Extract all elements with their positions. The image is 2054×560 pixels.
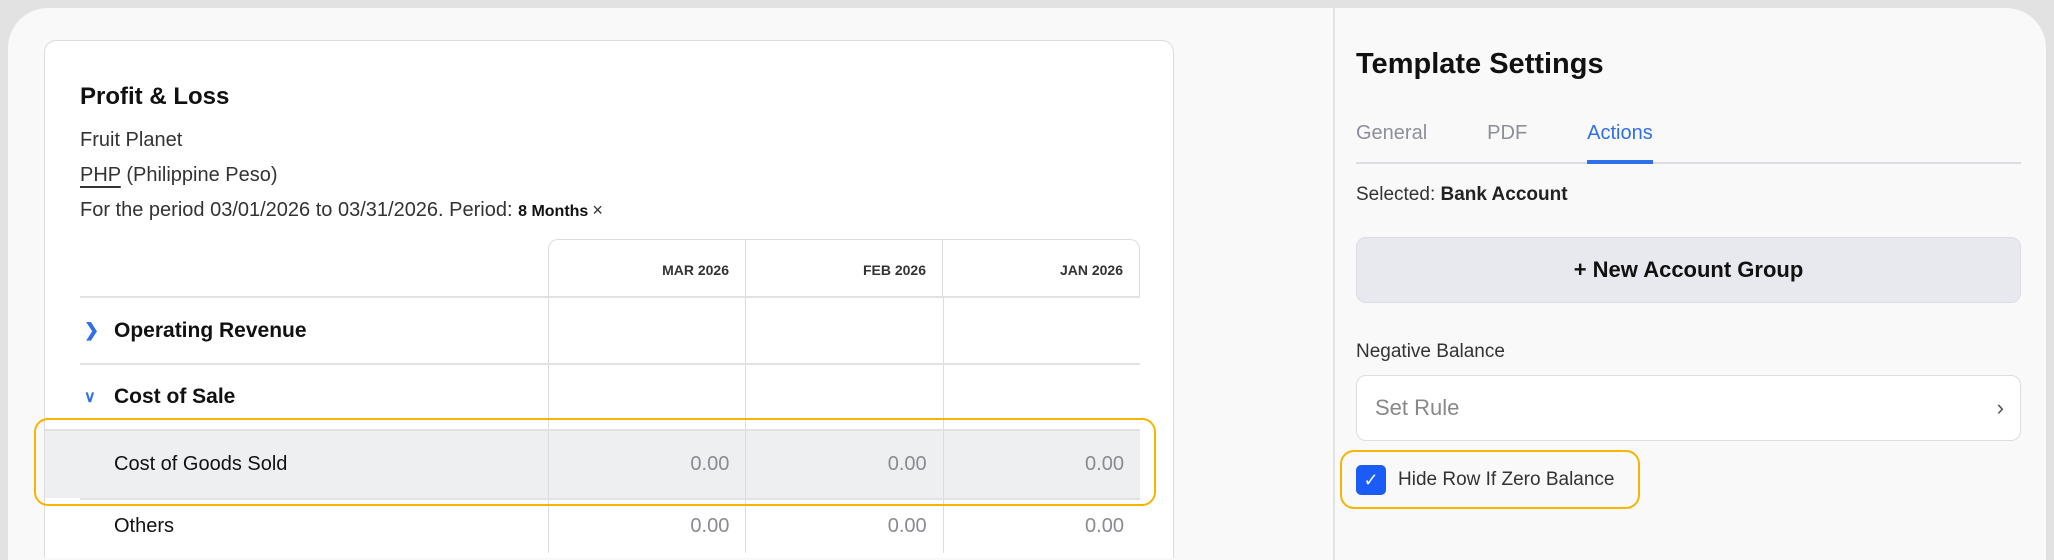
negative-balance-label: Negative Balance (1356, 341, 1505, 362)
cell (548, 298, 745, 363)
currency: PHP (Philippine Peso) (80, 164, 278, 187)
period-text: For the period 03/01/2026 to 03/31/2026.… (80, 199, 513, 221)
column-header: JAN 2026 (1059, 262, 1123, 278)
cell-value: 0.00 (942, 500, 1140, 553)
cell-value: 0.00 (745, 431, 942, 498)
clear-period-icon[interactable]: × (592, 200, 603, 220)
table-row-cost-of-sale[interactable]: ∨ Cost of Sale (80, 363, 1140, 429)
row-label: Cost of Goods Sold (114, 453, 288, 475)
row-label: Operating Revenue (114, 318, 307, 342)
cell-value: 0.00 (942, 431, 1140, 498)
selected-info: Selected: Bank Account (1356, 184, 2021, 206)
set-rule-select[interactable]: Set Rule › (1356, 375, 2021, 441)
chevron-right-icon[interactable]: ❯ (84, 320, 100, 340)
chevron-down-icon[interactable]: ∨ (84, 389, 96, 406)
check-icon: ✓ (1363, 469, 1379, 490)
cell-value: 0.00 (548, 500, 745, 553)
cell-value: 0.00 (548, 431, 745, 498)
panel-title: Template Settings (1356, 48, 1604, 80)
cell (548, 365, 745, 429)
table-row-others[interactable]: Others 0.00 0.00 0.00 (80, 498, 1140, 553)
set-rule-placeholder: Set Rule (1375, 395, 1460, 420)
new-account-group-button[interactable]: + New Account Group (1356, 237, 2021, 303)
hide-zero-balance-label[interactable]: Hide Row If Zero Balance (1398, 469, 1615, 490)
company-name: Fruit Planet (80, 129, 183, 151)
settings-tabs: General PDF Actions (1356, 112, 2021, 164)
app-window: Profit & Loss Fruit Planet PHP (Philippi… (8, 8, 2046, 560)
selected-value: Bank Account (1440, 184, 1568, 205)
period-line: For the period 03/01/2026 to 03/31/2026.… (80, 199, 603, 222)
tab-general[interactable]: General (1356, 122, 1428, 144)
cell (745, 298, 942, 363)
table-row-operating-revenue[interactable]: ❯ Operating Revenue (80, 296, 1140, 363)
selected-prefix: Selected: (1356, 184, 1436, 205)
hide-zero-balance-checkbox[interactable]: ✓ (1356, 465, 1386, 495)
currency-name: (Philippine Peso) (126, 164, 278, 186)
column-header: MAR 2026 (549, 240, 746, 296)
cell-value: 0.00 (745, 500, 942, 553)
table-row-cost-of-goods-sold[interactable]: Cost of Goods Sold 0.00 0.00 0.00 (45, 429, 1140, 498)
currency-code: PHP (80, 164, 121, 186)
column-header: FEB 2026 (746, 240, 943, 296)
report-title: Profit & Loss (80, 83, 230, 110)
report-preview-card: Profit & Loss Fruit Planet PHP (Philippi… (44, 40, 1174, 558)
row-label: Cost of Sale (114, 385, 236, 408)
cell (942, 298, 1140, 363)
highlight-outline (34, 418, 1156, 506)
period-badge: 8 Months (518, 203, 589, 220)
hide-zero-balance-option[interactable]: ✓ Hide Row If Zero Balance (1356, 465, 2021, 495)
tab-actions[interactable]: Actions (1587, 112, 1653, 164)
row-label: Others (114, 515, 175, 537)
table-header: MAR 2026 FEB 2026 JAN 2026 (548, 239, 1140, 296)
chevron-right-icon: › (1996, 395, 2004, 420)
panel-divider (1333, 8, 1335, 560)
highlight-outline (1340, 450, 1640, 509)
cell (942, 365, 1140, 429)
tab-pdf[interactable]: PDF (1487, 122, 1528, 144)
cell (745, 365, 942, 429)
